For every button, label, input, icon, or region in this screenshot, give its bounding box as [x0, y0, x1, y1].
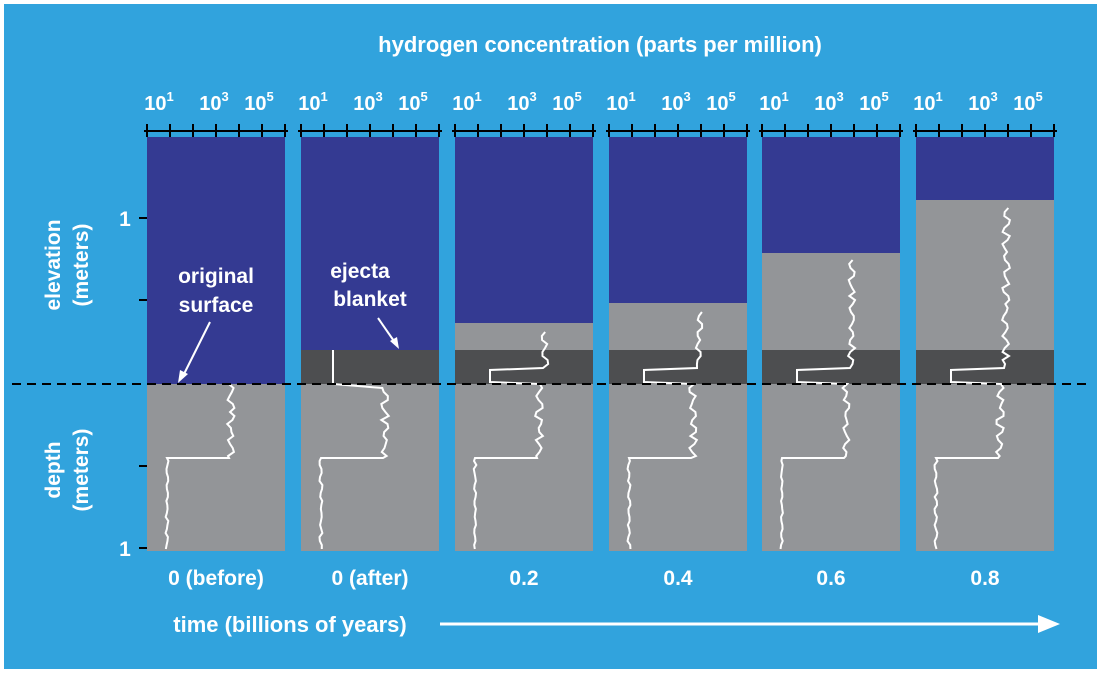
depth-tick: 1 — [119, 538, 131, 561]
tick-exponent: 1 — [936, 89, 943, 104]
ejecta-base — [916, 350, 1054, 384]
regolith — [609, 384, 747, 551]
panel-label: 0 (before) — [168, 567, 264, 590]
panel-label: 0.2 — [509, 567, 538, 590]
time-label: time (billions of years) — [173, 612, 407, 637]
tick-base: 10 — [859, 93, 881, 115]
tick-exponent: 3 — [991, 89, 998, 104]
ejecta-base — [609, 350, 747, 384]
depth-label: depth — [42, 441, 65, 498]
tick-base: 10 — [814, 93, 836, 115]
tick-exponent: 5 — [575, 89, 582, 104]
annotation: surface — [179, 294, 254, 317]
tick-exponent: 3 — [837, 89, 844, 104]
ejecta-layer — [916, 200, 1054, 350]
tick-base: 10 — [353, 93, 375, 115]
tick-base: 10 — [398, 93, 420, 115]
tick-base: 10 — [1013, 93, 1035, 115]
annotation: blanket — [333, 288, 407, 311]
tick-base: 10 — [552, 93, 574, 115]
tick-base: 10 — [199, 93, 221, 115]
ejecta-base — [301, 350, 439, 384]
tick-base: 10 — [913, 93, 935, 115]
tick-base: 10 — [759, 93, 781, 115]
depth-unit: (meters) — [70, 429, 93, 512]
tick-base: 10 — [968, 93, 990, 115]
tick-base: 10 — [298, 93, 320, 115]
elevation-unit: (meters) — [70, 224, 93, 307]
panel-label: 0.6 — [816, 567, 845, 590]
tick-base: 10 — [606, 93, 628, 115]
atmosphere — [147, 137, 285, 384]
annotation: original — [178, 265, 254, 288]
tick-exponent: 3 — [376, 89, 383, 104]
tick-exponent: 3 — [684, 89, 691, 104]
ejecta-base — [762, 350, 900, 384]
tick-base: 10 — [244, 93, 266, 115]
tick-exponent: 5 — [882, 89, 889, 104]
tick-exponent: 1 — [782, 89, 789, 104]
ejecta-layer — [762, 253, 900, 350]
tick-exponent: 5 — [729, 89, 736, 104]
title: hydrogen concentration (parts per millio… — [378, 32, 822, 57]
ejecta-layer — [609, 303, 747, 350]
tick-exponent: 1 — [629, 89, 636, 104]
panel-label: 0 (after) — [331, 567, 408, 590]
tick-base: 10 — [507, 93, 529, 115]
ejecta-layer — [455, 323, 593, 350]
panel-label: 0.4 — [663, 567, 693, 590]
tick-exponent: 5 — [267, 89, 274, 104]
tick-exponent: 5 — [1036, 89, 1043, 104]
tick-exponent: 3 — [530, 89, 537, 104]
elevation-label: elevation — [42, 219, 65, 310]
tick-exponent: 1 — [321, 89, 328, 104]
elevation-tick: 1 — [119, 208, 131, 231]
tick-exponent: 3 — [222, 89, 229, 104]
tick-base: 10 — [144, 93, 166, 115]
panel-label: 0.8 — [970, 567, 1000, 590]
tick-base: 10 — [706, 93, 728, 115]
annotation: ejecta — [330, 260, 390, 283]
diagram: hydrogen concentration (parts per millio… — [0, 0, 1101, 673]
tick-base: 10 — [661, 93, 683, 115]
ejecta-base — [455, 350, 593, 384]
tick-exponent: 1 — [167, 89, 174, 104]
regolith — [916, 384, 1054, 551]
tick-exponent: 5 — [421, 89, 428, 104]
tick-exponent: 1 — [475, 89, 482, 104]
tick-base: 10 — [452, 93, 474, 115]
